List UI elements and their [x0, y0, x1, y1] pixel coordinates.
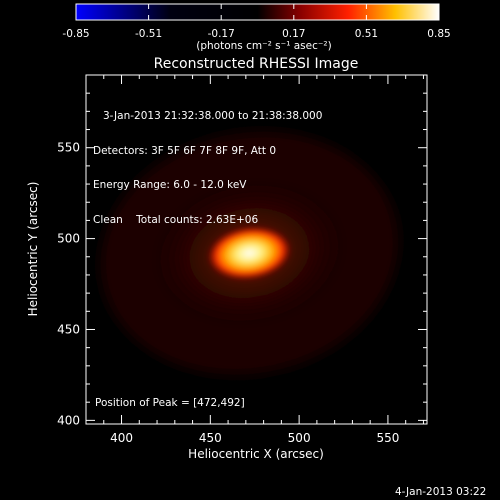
x-tick-label: 450 [199, 431, 222, 445]
annotation-block: 3-Jan-2013 21:32:38.000 to 21:38:38.000 … [93, 88, 322, 238]
y-tick-label: 400 [57, 413, 80, 427]
colorbar-unit-label: (photons cm⁻² s⁻¹ asec⁻²) [196, 40, 331, 52]
plot-timestamp: 4-Jan-2013 03:22 [395, 486, 487, 498]
colorbar-tick-label: 0.17 [282, 28, 305, 40]
plot-frame [85, 74, 428, 425]
peak-position-text: Position of Peak = [472,492] [95, 397, 245, 409]
chart-title: Reconstructed RHESSI Image [154, 56, 359, 72]
x-tick-label: 400 [110, 431, 133, 445]
colorbar-ticks: -0.85 -0.51 -0.17 0.17 0.51 0.85 [62, 4, 451, 40]
detectors-text: Detectors: 3F 5F 6F 7F 8F 9F, Att 0 [93, 144, 277, 157]
colorbar-tick-label: -0.51 [135, 28, 162, 40]
colorbar-tick-label: -0.85 [62, 28, 89, 40]
y-axis-label: Heliocentric Y (arcsec) [26, 182, 40, 317]
colorbar-tick-label: 0.51 [355, 28, 378, 40]
colorbar [75, 3, 440, 21]
energy-range-text: Energy Range: 6.0 - 12.0 keV [93, 179, 247, 191]
x-axis-label: Heliocentric X (arcsec) [188, 447, 324, 461]
y-tick-label: 450 [57, 322, 80, 336]
axis-ticks: 400 450 500 550 400 450 500 550 [57, 74, 427, 445]
y-tick-label: 500 [57, 232, 80, 246]
x-tick-label: 550 [376, 431, 399, 445]
emission-peak [207, 226, 292, 280]
heatmap-image [86, 75, 427, 424]
colorbar-tick-label: -0.17 [208, 28, 235, 40]
time-range-text: 3-Jan-2013 21:32:38.000 to 21:38:38.000 [103, 110, 323, 122]
colorbar-tick-label: 0.85 [427, 28, 450, 40]
y-tick-label: 550 [57, 141, 80, 155]
method-counts-text: Clean Total counts: 2.63E+06 [93, 213, 259, 226]
x-tick-label: 500 [288, 431, 311, 445]
